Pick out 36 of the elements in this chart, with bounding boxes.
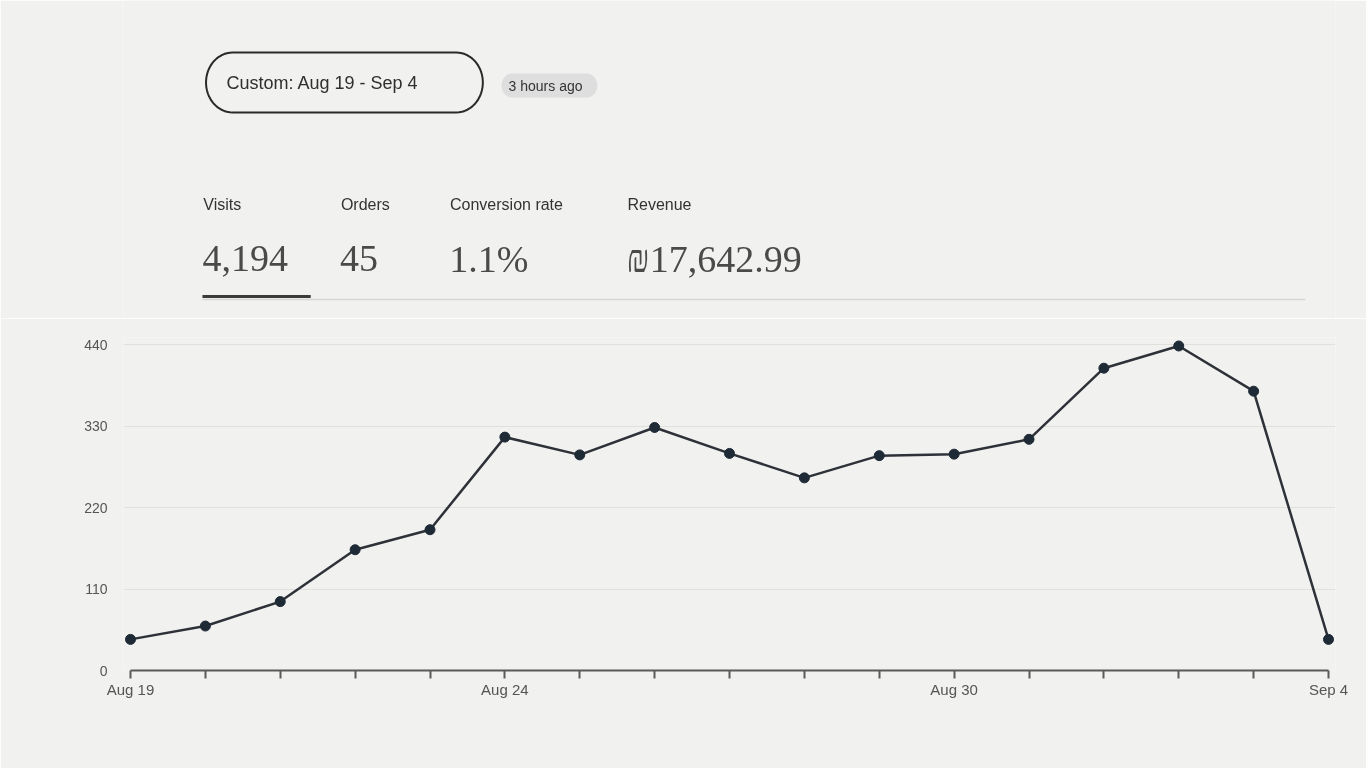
text: 3 hours ago — [508, 77, 583, 94]
y-tick-label: 440 — [84, 336, 108, 353]
y-tick-label: 0 — [99, 662, 108, 679]
point — [349, 544, 361, 556]
point — [1173, 340, 1185, 352]
point — [274, 596, 286, 608]
point — [125, 633, 136, 645]
point — [424, 524, 436, 536]
y-tick-label: 110 — [85, 581, 108, 597]
point — [199, 620, 211, 632]
text: Conversion rate — [450, 196, 564, 213]
text: 1.1% — [449, 237, 529, 280]
point — [649, 421, 661, 433]
y-tick-label: 220 — [84, 499, 108, 516]
point — [499, 431, 511, 443]
text: Visits — [203, 196, 242, 213]
text: Custom: Aug 19 - Sep 4 — [226, 72, 418, 93]
point — [724, 447, 735, 459]
x-tick-label: Sep 4 — [1308, 680, 1349, 698]
text: 45 — [339, 237, 378, 279]
text: 4,194 — [202, 237, 288, 279]
point — [1248, 385, 1260, 397]
point — [948, 448, 960, 460]
point — [873, 450, 885, 462]
point — [1323, 633, 1334, 645]
point — [1098, 362, 1110, 374]
text: Revenue — [627, 196, 692, 213]
point — [798, 472, 810, 484]
text: ₪17,642.99 — [626, 237, 802, 280]
x-tick-label: Aug 19 — [106, 680, 155, 698]
point — [1023, 433, 1035, 445]
text: Orders — [340, 196, 390, 213]
x-tick-label: Aug 30 — [930, 680, 978, 698]
x-tick-label: Aug 24 — [481, 680, 529, 698]
point — [574, 449, 586, 461]
y-tick-label: 330 — [84, 418, 108, 434]
